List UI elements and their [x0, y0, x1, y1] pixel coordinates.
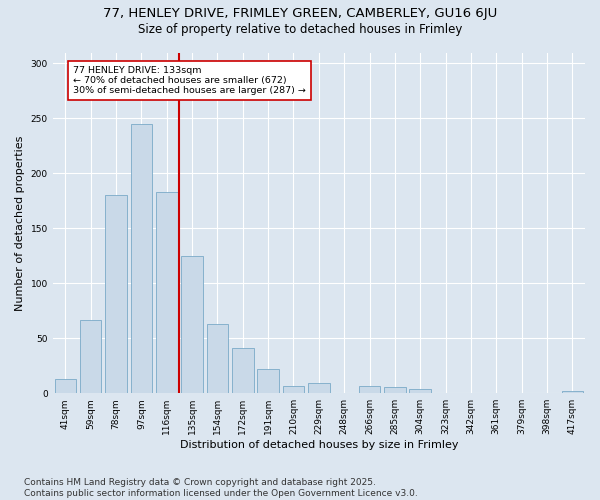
Text: 77, HENLEY DRIVE, FRIMLEY GREEN, CAMBERLEY, GU16 6JU: 77, HENLEY DRIVE, FRIMLEY GREEN, CAMBERL… [103, 8, 497, 20]
Bar [232, 348, 254, 393]
Text: 77 HENLEY DRIVE: 133sqm
← 70% of detached houses are smaller (672)
30% of semi-d: 77 HENLEY DRIVE: 133sqm ← 70% of detache… [73, 66, 306, 96]
Bar [181, 256, 203, 393]
Text: Size of property relative to detached houses in Frimley: Size of property relative to detached ho… [138, 22, 462, 36]
Bar [283, 386, 304, 393]
Bar [384, 386, 406, 393]
Bar [308, 384, 329, 393]
Bar [257, 369, 279, 393]
Text: Contains HM Land Registry data © Crown copyright and database right 2025.
Contai: Contains HM Land Registry data © Crown c… [24, 478, 418, 498]
Bar [131, 124, 152, 393]
Bar [55, 379, 76, 393]
Bar [562, 391, 583, 393]
Y-axis label: Number of detached properties: Number of detached properties [15, 135, 25, 310]
X-axis label: Distribution of detached houses by size in Frimley: Distribution of detached houses by size … [179, 440, 458, 450]
Bar [206, 324, 228, 393]
Bar [359, 386, 380, 393]
Bar [80, 320, 101, 393]
Bar [409, 389, 431, 393]
Bar [105, 196, 127, 393]
Bar [156, 192, 178, 393]
